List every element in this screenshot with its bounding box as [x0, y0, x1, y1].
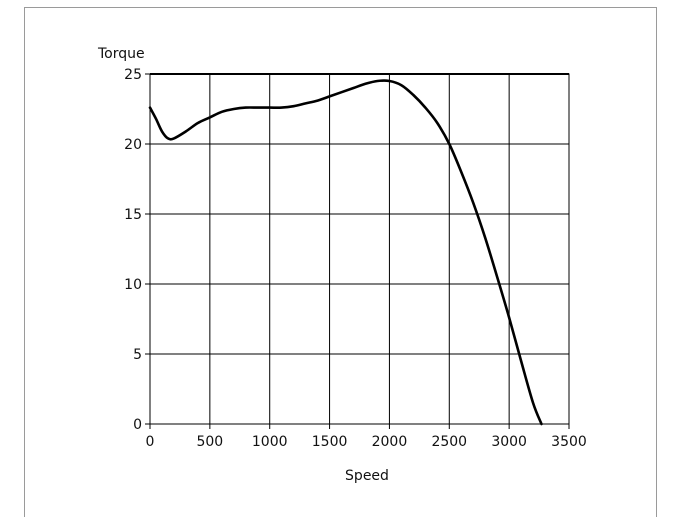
x-tick-label: 3500 [551, 434, 587, 450]
y-tick-label: 20 [124, 137, 142, 153]
axis-ticks [145, 73, 570, 429]
y-tick-label: 5 [133, 347, 142, 363]
x-tick-label: 500 [196, 434, 223, 450]
x-tick-label: 1000 [252, 434, 288, 450]
torque-curve [148, 79, 543, 426]
x-axis-label: Speed [345, 468, 389, 484]
y-tick-label: 25 [124, 67, 142, 83]
grid-lines [150, 74, 569, 424]
x-tick-label: 2000 [372, 434, 408, 450]
y-tick-label: 10 [124, 277, 142, 293]
y-tick-label: 0 [133, 417, 142, 433]
x-tick-label: 2500 [431, 434, 467, 450]
x-tick-label: 1500 [312, 434, 348, 450]
y-axis-label: Torque [97, 46, 145, 62]
x-tick-labels: 0 500 1000 1500 2000 2500 3000 3500 [146, 434, 587, 450]
y-tick-label: 15 [124, 207, 142, 223]
x-tick-label: 0 [146, 434, 155, 450]
x-tick-label: 3000 [491, 434, 527, 450]
plot-area-border [149, 73, 570, 425]
y-tick-labels: 0 5 10 15 20 25 [124, 67, 142, 433]
